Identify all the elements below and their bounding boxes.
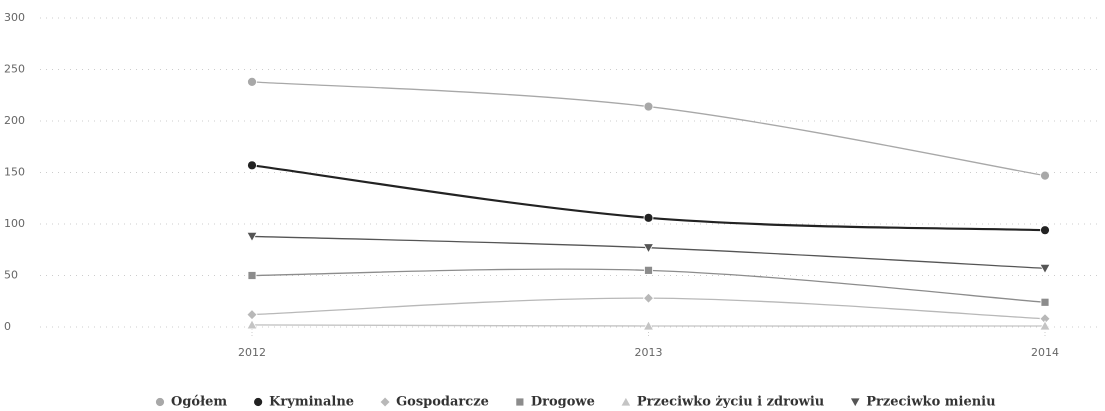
y-tick-label: 50 xyxy=(4,269,18,282)
marker xyxy=(1039,320,1051,331)
marker xyxy=(643,212,654,223)
marker xyxy=(246,319,258,330)
marker xyxy=(155,397,165,407)
legend-label: Ogółem xyxy=(171,395,227,410)
legend-label: Kryminalne xyxy=(269,395,354,410)
y-tick-label: 200 xyxy=(4,114,25,127)
legend-label: Gospodarcze xyxy=(396,395,489,410)
marker xyxy=(1040,225,1050,236)
x-tick-label: 2012 xyxy=(238,346,266,359)
marker xyxy=(247,271,257,280)
marker xyxy=(1040,297,1050,307)
y-tick-label: 250 xyxy=(4,63,25,76)
marker xyxy=(247,76,257,87)
marker xyxy=(1040,170,1050,181)
y-tick-label: 100 xyxy=(4,217,25,230)
series-line xyxy=(251,81,1046,177)
y-tick-label: 150 xyxy=(4,166,25,179)
marker xyxy=(642,243,655,254)
marker xyxy=(247,160,257,171)
x-tick-label: 2014 xyxy=(1031,346,1059,359)
legend: Ogółem Kryminalne Gospodarcze Drogowe Przeci… xyxy=(155,395,996,410)
marker xyxy=(849,397,861,408)
marker xyxy=(379,396,391,408)
x-tick-label: 2013 xyxy=(635,346,663,359)
marker xyxy=(246,231,258,243)
marker xyxy=(644,265,653,275)
marker xyxy=(253,397,264,407)
marker xyxy=(246,309,258,321)
legend-label: Przeciwko życiu i zdrowiu xyxy=(637,395,824,410)
y-tick-label: 300 xyxy=(4,11,25,24)
marker xyxy=(620,396,632,407)
legend-label: Drogowe xyxy=(531,395,595,410)
marker xyxy=(642,292,655,304)
legend-label: Przeciwko mieniu xyxy=(866,395,995,410)
y-tick-label: 0 xyxy=(4,320,11,333)
marker xyxy=(643,101,654,112)
marker xyxy=(642,320,655,331)
marker xyxy=(515,397,525,407)
marker xyxy=(1039,263,1051,275)
